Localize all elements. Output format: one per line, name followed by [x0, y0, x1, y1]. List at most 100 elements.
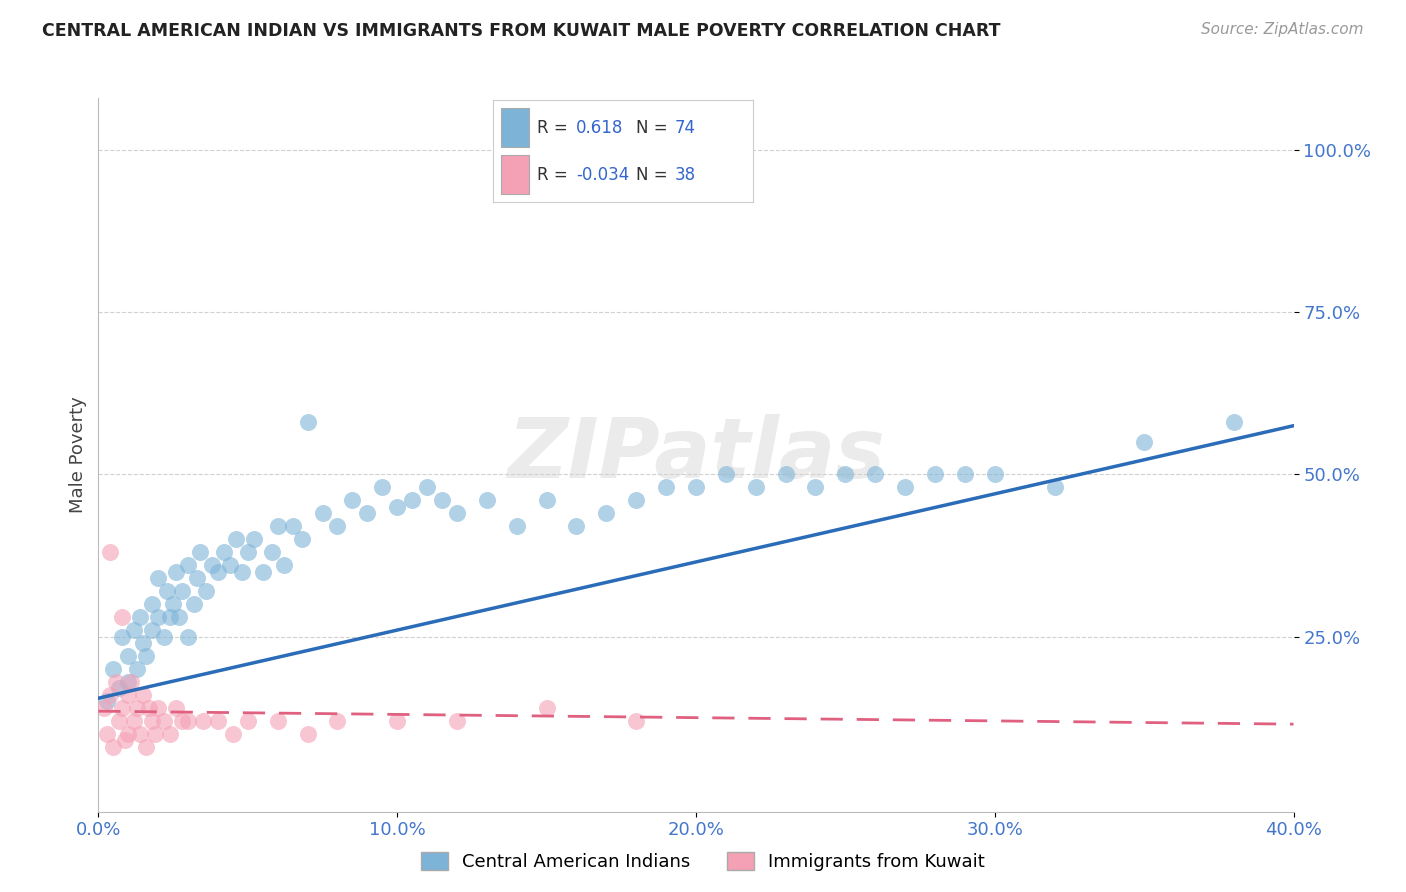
- Text: CENTRAL AMERICAN INDIAN VS IMMIGRANTS FROM KUWAIT MALE POVERTY CORRELATION CHART: CENTRAL AMERICAN INDIAN VS IMMIGRANTS FR…: [42, 22, 1001, 40]
- Point: [475, 493, 498, 508]
- Point: [117, 648, 139, 663]
- Point: [103, 662, 125, 676]
- Point: [165, 565, 187, 579]
- Point: [326, 519, 349, 533]
- Text: 0.618: 0.618: [576, 119, 623, 136]
- Point: [207, 714, 229, 728]
- Point: [159, 727, 181, 741]
- Text: R =: R =: [537, 119, 574, 136]
- Bar: [501, 155, 529, 194]
- Point: [565, 519, 588, 533]
- Point: [153, 714, 176, 728]
- Text: N =: N =: [636, 166, 672, 184]
- Point: [775, 467, 797, 482]
- Point: [267, 714, 290, 728]
- Point: [401, 493, 423, 508]
- Point: [188, 545, 211, 559]
- Point: [117, 688, 139, 702]
- Point: [236, 714, 259, 728]
- Point: [385, 500, 409, 514]
- Point: [207, 565, 229, 579]
- Point: [143, 727, 166, 741]
- Point: [297, 416, 319, 430]
- Point: [98, 688, 122, 702]
- Point: [148, 571, 170, 585]
- Point: [159, 610, 181, 624]
- Point: [132, 636, 155, 650]
- Point: [172, 714, 194, 728]
- Point: [894, 480, 917, 494]
- Text: ZIPatlas: ZIPatlas: [508, 415, 884, 495]
- Point: [172, 584, 194, 599]
- Point: [194, 584, 218, 599]
- Point: [446, 714, 468, 728]
- Point: [243, 533, 266, 547]
- Point: [430, 493, 453, 508]
- Point: [1223, 416, 1246, 430]
- Point: [201, 558, 224, 573]
- Point: [93, 701, 115, 715]
- Point: [191, 714, 214, 728]
- Point: [124, 623, 146, 637]
- Point: [297, 727, 319, 741]
- Point: [225, 533, 247, 547]
- Point: [595, 506, 617, 520]
- Point: [655, 480, 678, 494]
- Point: [536, 493, 558, 508]
- Point: [148, 610, 170, 624]
- Point: [96, 727, 118, 741]
- Point: [356, 506, 378, 520]
- Point: [983, 467, 1005, 482]
- Point: [834, 467, 856, 482]
- Point: [111, 630, 134, 644]
- Point: [624, 493, 647, 508]
- Point: [135, 739, 157, 754]
- Point: [98, 545, 122, 559]
- Point: [135, 648, 157, 663]
- Point: [117, 727, 139, 741]
- Point: [685, 480, 707, 494]
- Text: Source: ZipAtlas.com: Source: ZipAtlas.com: [1201, 22, 1364, 37]
- Point: [129, 610, 152, 624]
- Point: [342, 493, 364, 508]
- Point: [252, 565, 274, 579]
- Y-axis label: Male Poverty: Male Poverty: [69, 397, 87, 513]
- Point: [127, 701, 149, 715]
- Point: [177, 630, 200, 644]
- Point: [714, 467, 737, 482]
- Point: [222, 727, 245, 741]
- Point: [290, 533, 312, 547]
- Text: 74: 74: [675, 119, 696, 136]
- Point: [129, 727, 152, 741]
- Point: [281, 519, 304, 533]
- Point: [96, 694, 118, 708]
- Point: [624, 714, 647, 728]
- Point: [183, 597, 205, 611]
- Point: [273, 558, 295, 573]
- Point: [141, 597, 163, 611]
- Point: [326, 714, 349, 728]
- Text: N =: N =: [636, 119, 672, 136]
- Point: [111, 610, 134, 624]
- Point: [260, 545, 283, 559]
- Bar: [501, 108, 529, 147]
- Point: [924, 467, 946, 482]
- Point: [865, 467, 887, 482]
- Point: [153, 630, 176, 644]
- Point: [156, 584, 179, 599]
- Point: [745, 480, 768, 494]
- Point: [311, 506, 333, 520]
- Text: -0.034: -0.034: [576, 166, 630, 184]
- Legend: Central American Indians, Immigrants from Kuwait: Central American Indians, Immigrants fro…: [413, 845, 993, 879]
- Point: [371, 480, 394, 494]
- Point: [105, 675, 128, 690]
- Point: [446, 506, 468, 520]
- Point: [165, 701, 187, 715]
- Point: [132, 688, 155, 702]
- Point: [148, 701, 170, 715]
- Point: [167, 610, 190, 624]
- Point: [212, 545, 235, 559]
- Point: [231, 565, 253, 579]
- Point: [117, 675, 139, 690]
- Point: [1133, 434, 1156, 449]
